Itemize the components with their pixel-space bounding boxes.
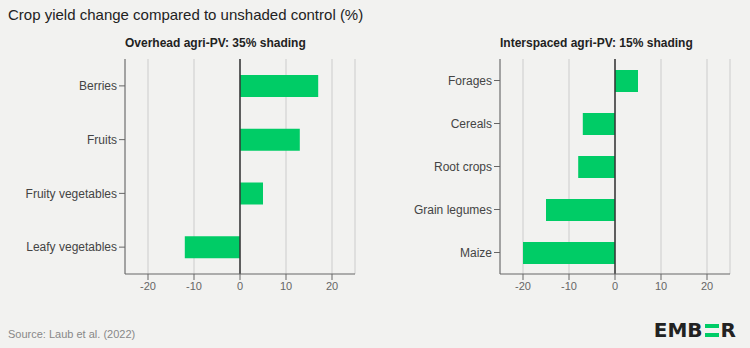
svg-text:Cereals: Cereals [451,117,492,131]
svg-text:-10: -10 [561,280,577,292]
svg-text:10: 10 [655,280,667,292]
svg-text:Grain legumes: Grain legumes [414,203,492,217]
svg-text:Maize: Maize [460,246,492,260]
html-text:EMB: EMB [653,318,703,342]
svg-text:-20: -20 [515,280,531,292]
svg-text:Forages: Forages [448,74,492,88]
svg-text:20: 20 [701,280,713,292]
svg-text:20: 20 [326,280,338,292]
html-text:R: R [720,318,736,342]
svg-text:Fruits: Fruits [87,133,117,147]
svg-text:-20: -20 [140,280,156,292]
svg-text:0: 0 [237,280,243,292]
html-text:Crop yield change compared to: Crop yield change compared to unshaded c… [8,6,364,23]
svg-text:Fruity vegetables: Fruity vegetables [26,187,117,201]
svg-text:0: 0 [612,280,618,292]
svg-text:Berries: Berries [79,79,117,93]
html-text:Interspaced agri-PV: 15% shadi: Interspaced agri-PV: 15% shading [500,36,693,50]
svg-text:Root crops: Root crops [434,160,492,174]
svg-text:Leafy vegetables: Leafy vegetables [26,240,117,254]
html-text:Overhead agri-PV: 35% shading: Overhead agri-PV: 35% shading [125,36,306,50]
svg-text:-10: -10 [186,280,202,292]
html-text:Source: Laub et al. (2022): Source: Laub et al. (2022) [8,328,136,340]
svg-text:10: 10 [280,280,292,292]
